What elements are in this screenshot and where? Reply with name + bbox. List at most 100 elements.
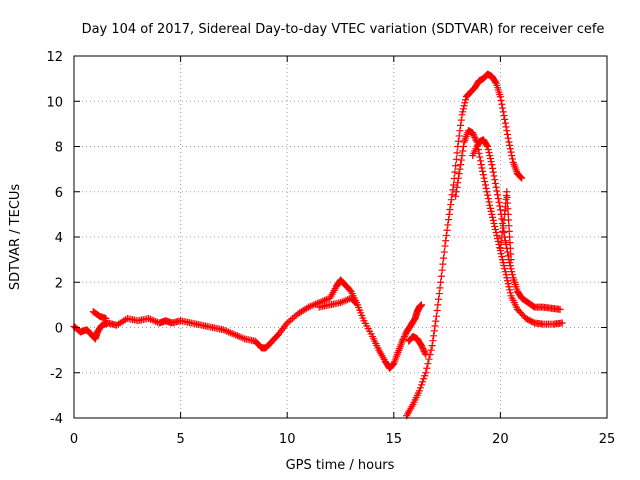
data-point-marker: [430, 327, 438, 335]
data-point-marker: [432, 312, 440, 320]
data-point-marker: [427, 346, 435, 354]
data-point-marker: [469, 129, 477, 137]
data-point-marker: [516, 173, 524, 181]
y-axis-label: SDTVAR / TECUs: [8, 184, 23, 291]
data-point-marker: [505, 283, 513, 291]
data-point-marker: [457, 121, 465, 129]
data-point-marker: [435, 295, 443, 303]
data-point-marker: [486, 201, 494, 209]
data-point-marker: [453, 149, 461, 157]
data-point-marker: [482, 184, 490, 192]
data-point-marker: [454, 174, 462, 182]
data-point-marker: [398, 337, 406, 345]
data-point-marker: [477, 157, 485, 165]
data-point-marker: [501, 268, 509, 276]
data-point-marker: [452, 192, 460, 200]
data-point-marker: [503, 127, 511, 135]
data-point-marker: [505, 138, 513, 146]
data-point-marker: [454, 137, 462, 145]
data-point-marker: [441, 242, 449, 250]
series-track-hook: [405, 333, 430, 359]
data-point-marker: [454, 179, 462, 187]
data-point-marker: [486, 155, 494, 163]
data-point-marker: [400, 334, 408, 342]
data-point-marker: [486, 204, 494, 212]
data-point-marker: [496, 93, 504, 101]
data-point-marker: [451, 168, 459, 176]
data-point-marker: [484, 143, 492, 150]
data-point-marker: [491, 222, 499, 230]
y-tick-label: -2: [50, 367, 63, 382]
x-tick-label: 0: [70, 432, 78, 447]
data-point-marker: [504, 134, 512, 142]
data-point-marker: [457, 156, 465, 164]
data-point-marker: [434, 301, 442, 309]
data-point-marker: [458, 111, 466, 119]
y-tick-label: 10: [46, 95, 63, 110]
data-point-marker: [480, 174, 488, 182]
data-point-marker: [459, 105, 467, 113]
data-point-marker: [507, 265, 515, 273]
data-point-marker: [499, 256, 507, 264]
data-point-marker: [452, 155, 460, 163]
data-point-marker: [493, 187, 501, 195]
data-point-marker: [497, 250, 505, 258]
data-point-marker: [401, 331, 409, 339]
data-point-marker: [486, 152, 494, 160]
data-point-marker: [470, 132, 478, 140]
data-point-marker: [506, 259, 514, 267]
data-point-marker: [448, 191, 456, 199]
data-point-marker: [445, 216, 453, 224]
data-point-marker: [460, 102, 468, 110]
data-point-marker: [435, 290, 443, 298]
data-point-marker: [499, 259, 507, 267]
data-point-marker: [351, 299, 359, 307]
data-point-marker: [420, 346, 428, 354]
y-tick-labels: -4 -2 0 2 4 6 8 10 12: [46, 50, 63, 427]
data-point-marker: [499, 104, 507, 112]
data-point-marker: [491, 176, 499, 184]
data-point-marker: [462, 96, 470, 104]
data-point-marker: [494, 191, 502, 199]
plot-frame: [73, 55, 608, 419]
data-point-marker: [471, 133, 479, 141]
data-point-marker: [556, 305, 564, 313]
data-point-marker: [449, 186, 457, 194]
x-tick-label: 15: [386, 432, 403, 447]
data-point-marker: [479, 171, 487, 179]
data-point-marker: [476, 153, 484, 161]
data-point-marker: [491, 179, 499, 187]
data-point-marker: [493, 231, 501, 239]
x-axis-label: GPS time / hours: [286, 458, 395, 473]
data-point-marker: [487, 158, 495, 166]
data-point-marker: [506, 289, 514, 297]
data-point-marker: [502, 123, 510, 131]
series-track-main: [70, 276, 426, 372]
data-point-marker: [481, 181, 489, 189]
data-point-marker: [418, 342, 426, 350]
data-point-marker: [459, 108, 467, 116]
data-point-marker: [484, 195, 492, 203]
data-point-marker: [438, 266, 446, 274]
x-tick-labels: 0 5 10 15 20 25: [70, 432, 615, 447]
data-point-marker: [416, 384, 424, 392]
data-point-marker: [425, 355, 433, 363]
data-point-marker: [504, 277, 512, 285]
data-point-marker: [461, 99, 469, 107]
data-point-marker: [452, 162, 460, 170]
data-point-marker: [429, 337, 437, 345]
data-point-marker: [437, 278, 445, 286]
data-point-marker: [489, 164, 497, 172]
data-point-marker: [446, 205, 454, 213]
data-point-marker: [499, 227, 507, 235]
x-tick-label: 25: [599, 432, 616, 447]
data-point-marker: [432, 317, 440, 325]
data-point-marker: [459, 147, 467, 155]
data-point-marker: [504, 280, 512, 288]
data-point-marker: [502, 241, 510, 249]
x-tick-label: 20: [492, 432, 509, 447]
data-point-marker: [437, 272, 445, 280]
axis-ticks: [73, 55, 608, 419]
data-point-marker: [431, 322, 439, 330]
data-point-marker: [478, 164, 486, 172]
